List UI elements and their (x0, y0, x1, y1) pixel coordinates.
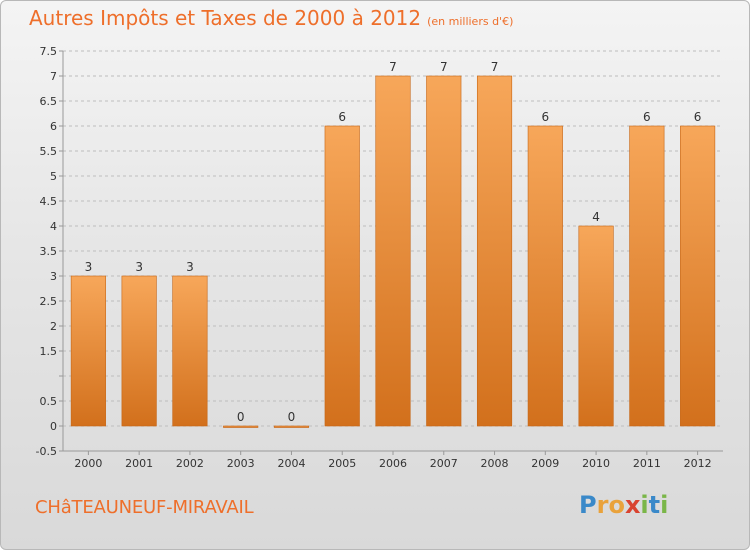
bar (375, 75, 411, 427)
x-tick-label: 2003 (227, 457, 255, 470)
y-tick-label: -0.5 (36, 445, 57, 458)
data-label: 0 (237, 410, 245, 424)
bar (70, 275, 106, 427)
bar (172, 275, 208, 427)
x-tick-label: 2010 (582, 457, 610, 470)
y-tick-label: 6.5 (40, 95, 58, 108)
y-tick-label: 4.5 (40, 195, 58, 208)
x-tick-label: 2005 (328, 457, 356, 470)
data-label: 6 (643, 110, 651, 124)
x-tick-label: 2006 (379, 457, 407, 470)
bar (578, 225, 614, 427)
x-tick-label: 2000 (74, 457, 102, 470)
x-tick-label: 2002 (176, 457, 204, 470)
y-tick-label: 1.5 (40, 345, 58, 358)
y-tick-label: 3.5 (40, 245, 58, 258)
data-label: 6 (541, 110, 549, 124)
bar (273, 425, 310, 428)
logo-letter: i (660, 491, 669, 519)
data-label: 6 (338, 110, 346, 124)
chart-title: Autres Impôts et Taxes de 2000 à 2012 (en… (29, 6, 513, 30)
data-label: 7 (440, 60, 448, 74)
data-label: 7 (491, 60, 499, 74)
data-label: 7 (389, 60, 397, 74)
data-label: 3 (85, 260, 93, 274)
chart-title-text: Autres Impôts et Taxes de 2000 à 2012 (29, 6, 422, 30)
x-tick-label: 2009 (531, 457, 559, 470)
bar (121, 275, 157, 427)
chart-unit: (en milliers d'€) (427, 15, 514, 28)
x-tick-label: 2011 (633, 457, 661, 470)
data-label: 0 (288, 410, 296, 424)
bar (476, 75, 513, 427)
x-tick-label: 2012 (684, 457, 712, 470)
bar (426, 75, 462, 427)
commune-name: CHâTEAUNEUF-MIRAVAIL (35, 497, 254, 518)
y-tick-label: 5.5 (40, 145, 58, 158)
bar (629, 125, 665, 427)
logo-letter: o (608, 491, 625, 519)
bar (680, 125, 716, 427)
bar (223, 425, 259, 428)
proxiti-logo: Proxiti (579, 491, 668, 519)
x-tick-label: 2007 (430, 457, 458, 470)
data-label: 3 (135, 260, 143, 274)
logo-letter: r (596, 491, 609, 519)
y-tick-label: 0.5 (40, 395, 58, 408)
x-tick-label: 2004 (277, 457, 305, 470)
data-label: 6 (694, 110, 702, 124)
x-tick-label: 2008 (481, 457, 509, 470)
y-tick-label: 4 (50, 220, 57, 233)
y-tick-label: 3 (50, 270, 57, 283)
y-tick-label: 7.5 (40, 45, 58, 58)
bar (527, 125, 563, 427)
y-tick-label: 7 (50, 70, 57, 83)
x-tick-label: 2001 (125, 457, 153, 470)
data-label: 3 (186, 260, 194, 274)
y-tick-label: 2 (50, 320, 57, 333)
data-label: 4 (592, 210, 600, 224)
logo-letter: x (624, 491, 641, 519)
logo-letter: P (579, 491, 597, 519)
y-tick-label: 2.5 (40, 295, 58, 308)
y-tick-label: 5 (50, 170, 57, 183)
bar (324, 125, 360, 427)
logo-letter: t (648, 491, 661, 519)
y-tick-label: 6 (50, 120, 57, 133)
logo-letter: i (640, 491, 649, 519)
y-tick-label: 0 (50, 420, 57, 433)
